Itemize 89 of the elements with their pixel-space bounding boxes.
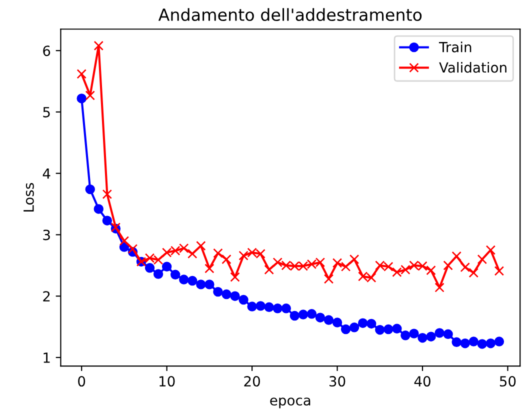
point xyxy=(434,328,444,338)
x-tick-label: 50 xyxy=(500,376,516,387)
x-tick-label: 40 xyxy=(414,376,430,387)
point xyxy=(272,304,282,314)
point xyxy=(162,262,172,272)
point xyxy=(298,310,308,320)
y-tick-label: 4 xyxy=(42,168,50,179)
point xyxy=(452,251,462,262)
point xyxy=(340,324,351,334)
point xyxy=(340,262,351,272)
point xyxy=(290,310,300,321)
point xyxy=(188,248,198,259)
point xyxy=(213,248,223,258)
point xyxy=(85,184,95,194)
point xyxy=(400,330,410,340)
y-tick-label: 5 xyxy=(43,107,50,118)
point xyxy=(94,40,104,51)
point xyxy=(179,274,189,284)
point xyxy=(392,324,402,334)
point xyxy=(281,304,291,314)
point xyxy=(460,338,470,348)
point xyxy=(324,315,334,325)
point xyxy=(85,90,95,100)
point xyxy=(153,269,164,279)
legend-label: Validation xyxy=(439,62,506,73)
x-tick-label: 0 xyxy=(78,376,86,387)
point xyxy=(486,338,496,348)
point xyxy=(76,69,86,79)
point xyxy=(256,301,266,311)
point xyxy=(460,262,470,272)
point xyxy=(102,189,112,200)
legend-label: Train xyxy=(438,42,472,52)
point xyxy=(128,244,138,254)
point xyxy=(230,291,240,301)
chart-title: Andamento dell'addestramento xyxy=(158,8,422,22)
point xyxy=(486,245,496,255)
point xyxy=(264,302,274,312)
point xyxy=(477,339,488,349)
point xyxy=(306,309,317,319)
point xyxy=(332,318,342,328)
point xyxy=(477,254,488,264)
x-tick-label: 20 xyxy=(244,376,260,387)
y-tick-label: 6 xyxy=(43,46,50,56)
point xyxy=(384,324,394,334)
point xyxy=(409,328,419,338)
point xyxy=(119,236,130,246)
point xyxy=(426,332,436,342)
point xyxy=(94,204,104,214)
point xyxy=(324,274,334,284)
x-tick-label: 30 xyxy=(329,376,346,387)
point xyxy=(418,332,428,343)
point xyxy=(494,336,504,346)
point xyxy=(349,322,360,332)
y-axis-title: Loss xyxy=(24,183,34,212)
point xyxy=(349,254,360,264)
point xyxy=(230,272,240,282)
point xyxy=(375,325,385,335)
y-tick-label: 3 xyxy=(43,230,50,240)
point xyxy=(358,318,368,328)
point xyxy=(213,286,223,297)
point xyxy=(222,289,232,300)
point xyxy=(188,276,198,286)
point xyxy=(494,266,504,276)
point xyxy=(426,265,436,276)
point xyxy=(434,282,444,292)
point xyxy=(222,254,232,264)
point xyxy=(238,294,248,305)
point xyxy=(247,302,257,312)
point xyxy=(332,258,342,268)
x-axis-title: epoca xyxy=(270,398,310,408)
point xyxy=(468,268,478,278)
point xyxy=(144,263,155,273)
point xyxy=(204,280,214,290)
point xyxy=(170,270,180,280)
y-tick-label: 1 xyxy=(44,352,50,363)
point xyxy=(264,264,274,275)
point xyxy=(366,318,376,329)
point xyxy=(196,280,206,290)
point xyxy=(468,336,478,346)
point xyxy=(452,337,462,348)
point xyxy=(196,240,206,251)
point xyxy=(443,260,453,270)
point xyxy=(102,216,112,226)
x-tick-label: 10 xyxy=(160,376,175,387)
point xyxy=(76,94,86,104)
y-tick-label: 2 xyxy=(43,291,50,302)
point xyxy=(204,264,214,274)
point xyxy=(315,312,326,322)
point xyxy=(443,329,453,340)
